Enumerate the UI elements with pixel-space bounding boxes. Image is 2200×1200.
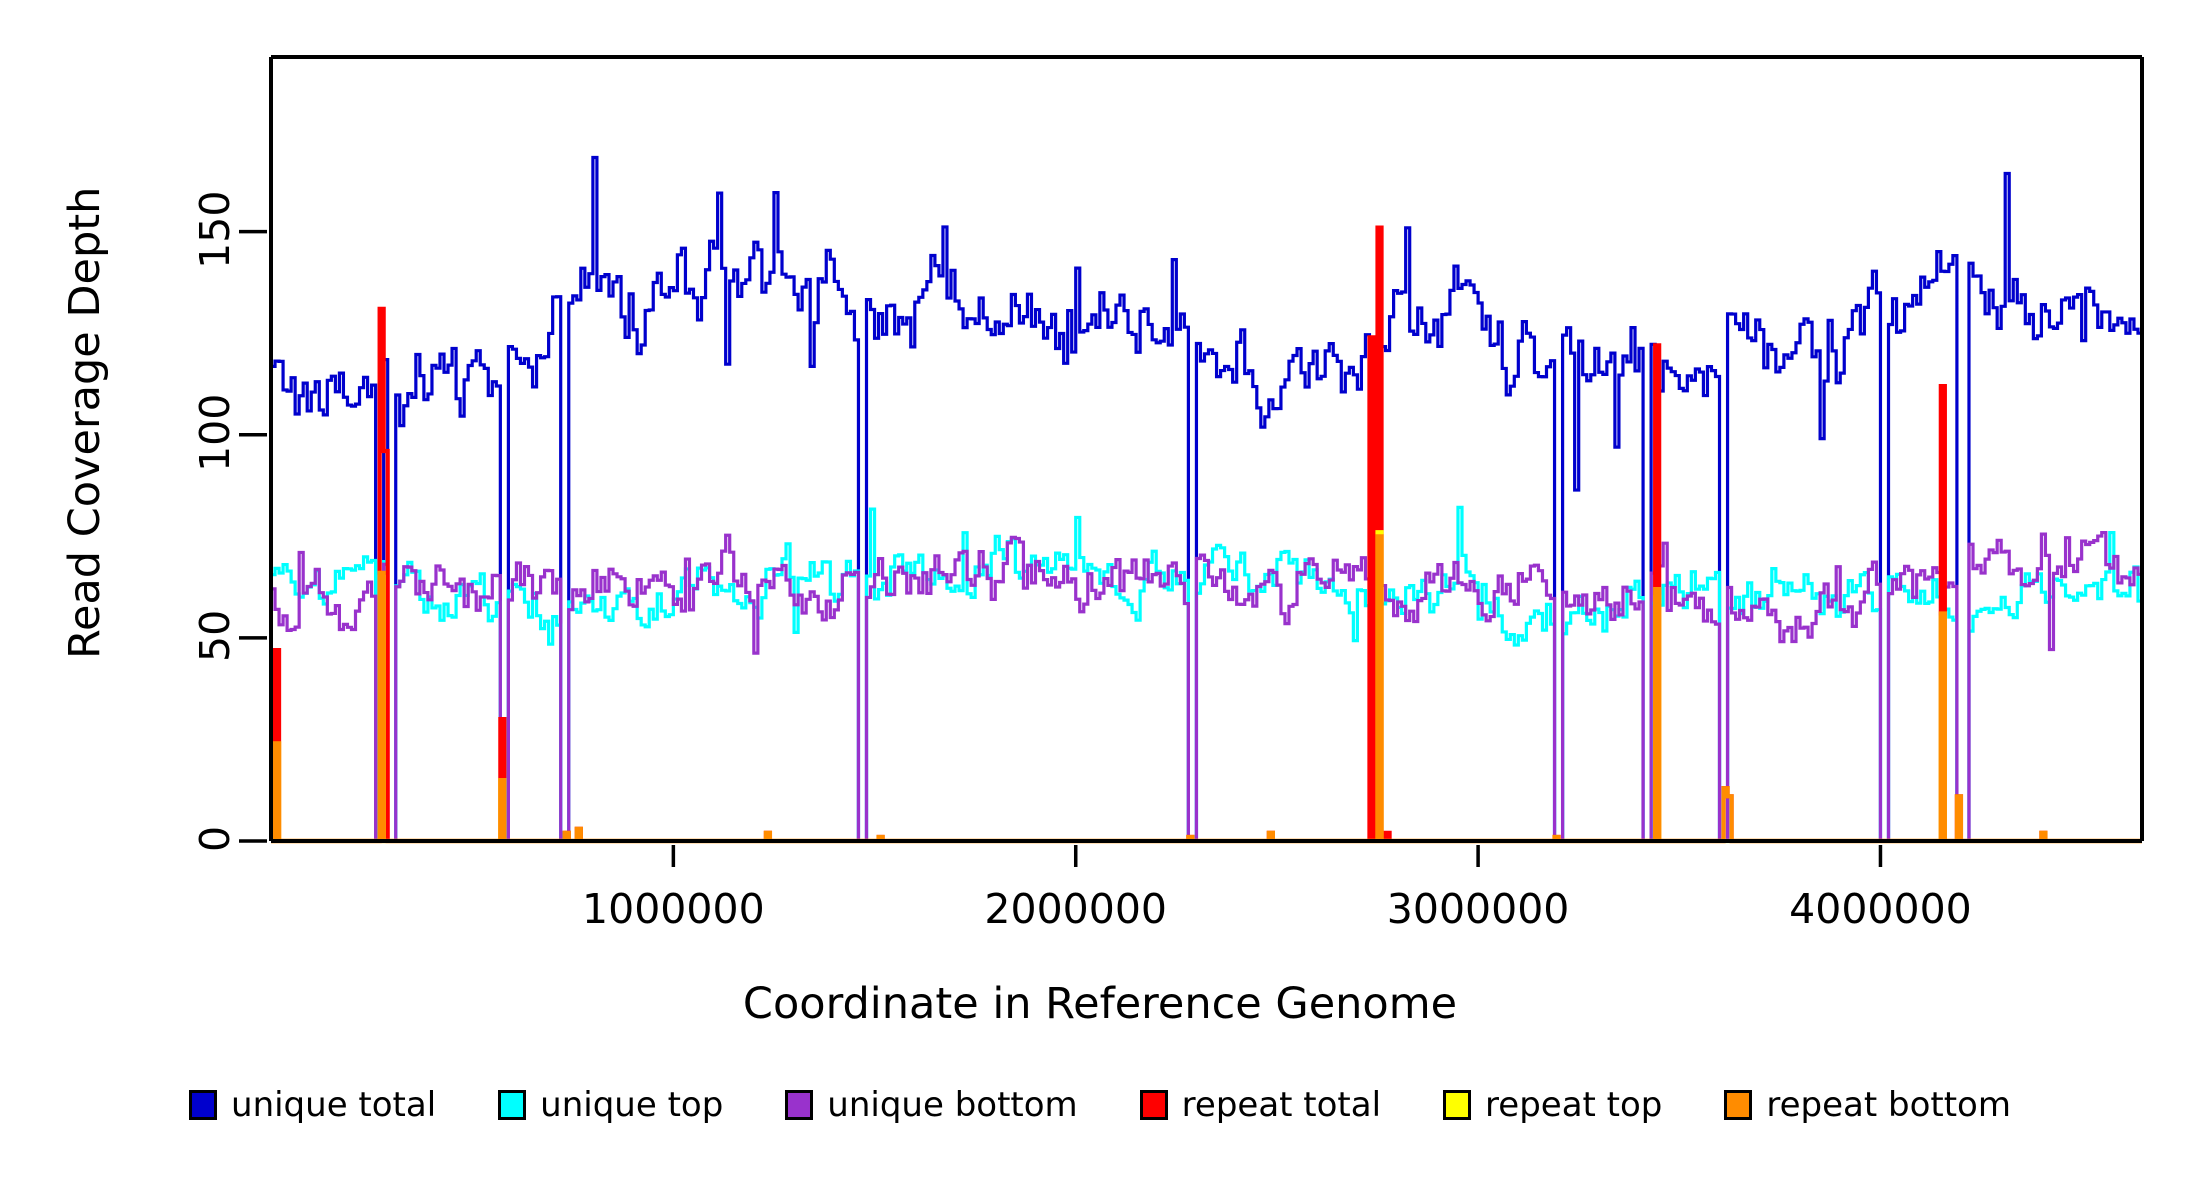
x-tick-label: 4000000 <box>1789 885 1972 933</box>
legend-item-unique-bottom: unique bottom <box>785 1085 1078 1125</box>
x-tick-label: 3000000 <box>1386 885 1570 933</box>
y-axis-title: Read Coverage Depth <box>60 186 110 659</box>
legend-swatch-icon <box>1443 1090 1472 1120</box>
legend-item-unique-total: unique total <box>189 1088 436 1122</box>
series-line-unique-total <box>271 155 2142 843</box>
legend-label: repeat total <box>1181 1085 1382 1125</box>
y-tick-label: 100 <box>191 393 239 472</box>
legend-item-unique-top: unique top <box>498 1088 723 1122</box>
legend-swatch-icon <box>1724 1090 1753 1120</box>
legend-swatch-icon <box>785 1090 814 1120</box>
series-line-unique-top <box>271 505 2142 843</box>
series-line-unique-bottom <box>271 530 2142 843</box>
legend-swatch-icon <box>498 1090 527 1120</box>
legend-swatch-icon <box>189 1090 218 1120</box>
x-tick-label: 2000000 <box>984 885 1168 933</box>
legend-label: unique top <box>540 1085 724 1125</box>
x-axis-title: Coordinate in Reference Genome <box>742 979 1458 1029</box>
chart-legend: unique total unique top unique bottom repea… <box>0 1088 2200 1122</box>
y-tick-label: 50 <box>191 609 239 662</box>
legend-label: repeat bottom <box>1766 1085 2011 1125</box>
x-tick-label: 1000000 <box>582 885 765 933</box>
legend-item-repeat-total: repeat total <box>1139 1085 1382 1125</box>
y-tick-label: 0 <box>191 825 239 853</box>
legend-item-repeat-top: repeat top <box>1443 1088 1662 1122</box>
y-tick-label: 150 <box>191 190 239 269</box>
legend-label: unique bottom <box>827 1085 1078 1125</box>
legend-label: repeat top <box>1485 1085 1663 1125</box>
plot-frame-group <box>239 55 2144 867</box>
plot-series-group <box>271 155 2142 844</box>
legend-item-repeat-bottom: repeat bottom <box>1724 1088 2011 1122</box>
legend-label: unique total <box>231 1085 437 1125</box>
legend-swatch-icon <box>1139 1090 1168 1120</box>
